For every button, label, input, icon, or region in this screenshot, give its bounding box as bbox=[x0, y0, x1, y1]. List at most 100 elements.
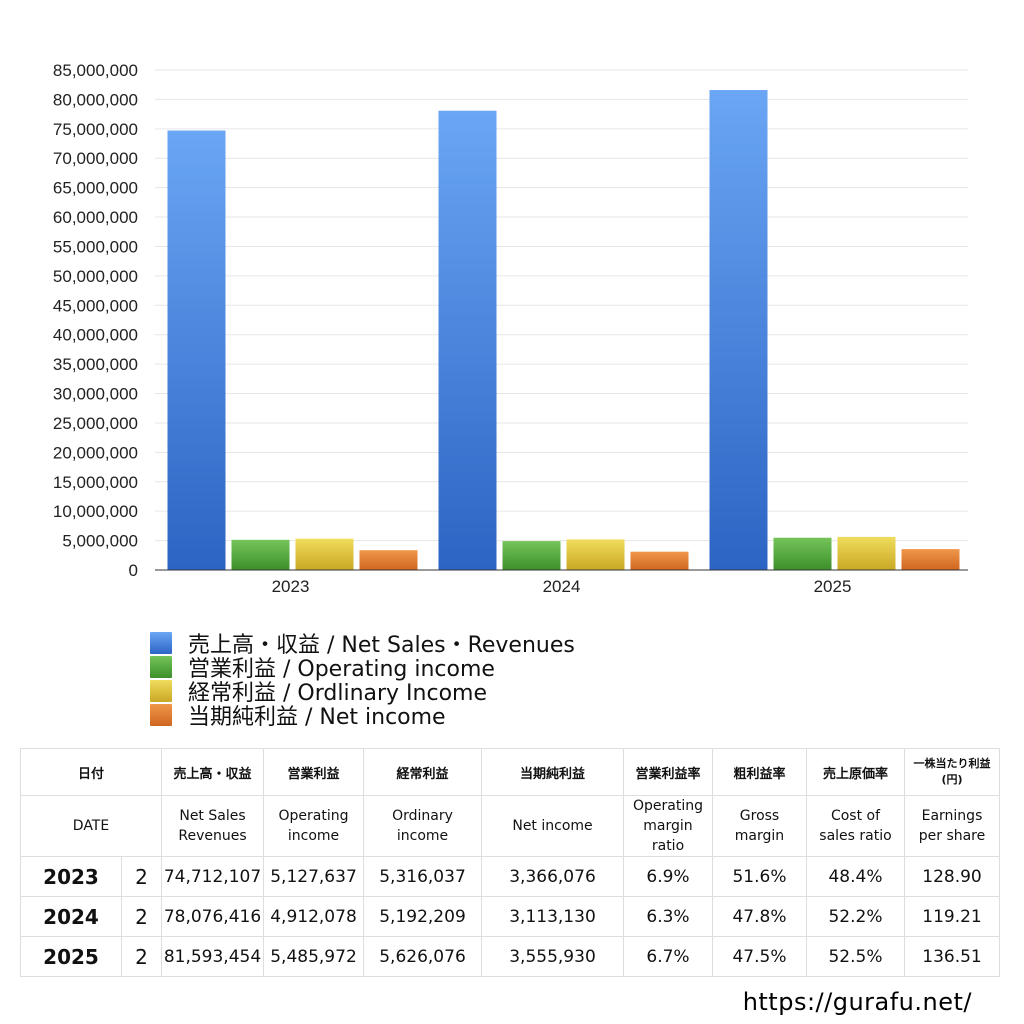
header-gross-en: Gross margin bbox=[712, 795, 807, 857]
header-sales-en: Net Sales Revenues bbox=[161, 795, 264, 857]
y-tick-label: 45,000,000 bbox=[53, 296, 138, 315]
row-eps: 128.90 bbox=[904, 856, 1000, 897]
header-op-margin-en-line2: margin bbox=[643, 818, 693, 834]
y-tick-label: 10,000,000 bbox=[53, 502, 138, 521]
header-op-margin-en-line1: Operating bbox=[633, 798, 703, 814]
bar-2025-series-2 bbox=[837, 536, 896, 570]
row-cost: 48.4% bbox=[806, 856, 905, 897]
header-gross-en-line2: margin bbox=[734, 828, 785, 844]
x-tick-label: 2023 bbox=[272, 577, 310, 596]
row-quarter: 2 bbox=[121, 896, 162, 937]
row-op-margin: 6.7% bbox=[623, 936, 713, 977]
legend: 売上高・収益 / Net Sales・Revenues 営業利益 / Opera… bbox=[150, 631, 575, 730]
header-eps-en-line2: per share bbox=[918, 828, 986, 844]
legend-swatch-ordinary bbox=[150, 680, 172, 702]
legend-label-operating: 営業利益 / Operating income bbox=[188, 657, 495, 682]
header-date-en-line1: DATE bbox=[72, 818, 110, 834]
header-gross-jp: 粗利益率 bbox=[712, 748, 807, 796]
header-ordinary-jp: 経常利益 bbox=[363, 748, 482, 796]
row-operating: 5,127,637 bbox=[263, 856, 364, 897]
row-op-margin: 6.3% bbox=[623, 896, 713, 937]
y-tick-label: 25,000,000 bbox=[53, 414, 138, 433]
bars bbox=[167, 90, 960, 571]
table-row: 2024 2 78,076,416 4,912,078 5,192,209 3,… bbox=[20, 896, 1000, 937]
header-date-jp: 日付 bbox=[20, 748, 162, 796]
header-cost-en-line2: sales ratio bbox=[819, 828, 892, 844]
row-quarter: 2 bbox=[121, 936, 162, 977]
legend-swatch-sales bbox=[150, 632, 172, 654]
x-tick-label: 2024 bbox=[543, 577, 581, 596]
legend-label-sales: 売上高・収益 / Net Sales・Revenues bbox=[188, 633, 575, 658]
y-tick-label: 0 bbox=[129, 561, 138, 580]
legend-item-net: 当期純利益 / Net income bbox=[150, 703, 575, 730]
legend-label-net: 当期純利益 / Net income bbox=[188, 705, 446, 730]
y-tick-label: 80,000,000 bbox=[53, 90, 138, 109]
row-operating: 5,485,972 bbox=[263, 936, 364, 977]
row-gross: 51.6% bbox=[712, 856, 807, 897]
bar-2023-series-1 bbox=[231, 539, 290, 570]
row-quarter: 2 bbox=[121, 856, 162, 897]
row-ordinary: 5,316,037 bbox=[363, 856, 482, 897]
bar-2024-series-0 bbox=[438, 110, 497, 571]
legend-swatch-operating bbox=[150, 656, 172, 678]
legend-item-ordinary: 経常利益 / Ordlinary Income bbox=[150, 679, 575, 706]
x-tick-label: 2025 bbox=[814, 577, 852, 596]
bar-2023-series-3 bbox=[359, 550, 418, 570]
row-cost: 52.5% bbox=[806, 936, 905, 977]
bar-2024-series-2 bbox=[566, 539, 625, 570]
legend-item-sales: 売上高・収益 / Net Sales・Revenues bbox=[150, 631, 575, 658]
header-sales-jp: 売上高・収益 bbox=[161, 748, 264, 796]
y-tick-label: 5,000,000 bbox=[62, 532, 138, 551]
header-net-en-line1: Net income bbox=[512, 818, 593, 834]
table-row: 2025 2 81,593,454 5,485,972 5,626,076 3,… bbox=[20, 936, 1000, 977]
bar-2025-series-0 bbox=[709, 90, 768, 570]
bar-2024-series-3 bbox=[630, 551, 689, 570]
y-tick-label: 60,000,000 bbox=[53, 208, 138, 227]
legend-item-operating: 営業利益 / Operating income bbox=[150, 655, 575, 682]
header-operating-jp: 営業利益 bbox=[263, 748, 364, 796]
header-net-en: Net income bbox=[481, 795, 624, 857]
row-sales: 74,712,107 bbox=[161, 856, 264, 897]
bar-2023-series-0 bbox=[167, 130, 226, 570]
y-tick-label: 20,000,000 bbox=[53, 443, 138, 462]
table-header-en: DATE Net Sales Revenues Operating income O… bbox=[20, 795, 1000, 857]
row-eps: 119.21 bbox=[904, 896, 1000, 937]
y-tick-label: 75,000,000 bbox=[53, 120, 138, 139]
row-net: 3,555,930 bbox=[481, 936, 624, 977]
header-eps-en-line1: Earnings bbox=[921, 808, 983, 824]
bar-2025-series-3 bbox=[901, 549, 960, 570]
header-cost-en-line1: Cost of bbox=[830, 808, 881, 824]
bar-2024-series-1 bbox=[502, 541, 561, 570]
row-year: 2025 bbox=[20, 936, 122, 977]
header-date-en: DATE bbox=[20, 795, 162, 857]
y-tick-label: 35,000,000 bbox=[53, 355, 138, 374]
header-ordinary-en-line2: income bbox=[396, 828, 449, 844]
y-axis-ticks: 0 5,000,000 10,000,000 15,000,000 20,000,000… bbox=[53, 61, 138, 580]
header-operating-en-line2: income bbox=[287, 828, 340, 844]
header-net-jp: 当期純利益 bbox=[481, 748, 624, 796]
legend-label-ordinary: 経常利益 / Ordlinary Income bbox=[188, 681, 487, 706]
header-sales-en-line1: Net Sales bbox=[179, 808, 246, 824]
header-eps-en: Earnings per share bbox=[904, 795, 1000, 857]
row-year: 2024 bbox=[20, 896, 122, 937]
bar-chart: 0 5,000,000 10,000,000 15,000,000 20,000,000… bbox=[53, 61, 968, 596]
table-row: 2023 2 74,712,107 5,127,637 5,316,037 3,… bbox=[20, 856, 1000, 897]
row-sales: 81,593,454 bbox=[161, 936, 264, 977]
row-net: 3,113,130 bbox=[481, 896, 624, 937]
row-cost: 52.2% bbox=[806, 896, 905, 937]
y-tick-label: 65,000,000 bbox=[53, 179, 138, 198]
x-axis-ticks: 2023 2024 2025 bbox=[272, 577, 852, 596]
row-op-margin: 6.9% bbox=[623, 856, 713, 897]
row-year: 2023 bbox=[20, 856, 122, 897]
header-sales-en-line2: Revenues bbox=[178, 828, 247, 844]
row-ordinary: 5,192,209 bbox=[363, 896, 482, 937]
row-net: 3,366,076 bbox=[481, 856, 624, 897]
grid-lines bbox=[155, 69, 968, 542]
y-tick-label: 50,000,000 bbox=[53, 267, 138, 286]
bar-2023-series-2 bbox=[295, 538, 354, 570]
header-ordinary-en-line1: Ordinary bbox=[392, 808, 453, 824]
y-tick-label: 40,000,000 bbox=[53, 326, 138, 345]
row-ordinary: 5,626,076 bbox=[363, 936, 482, 977]
legend-swatch-net bbox=[150, 704, 172, 726]
y-tick-label: 70,000,000 bbox=[53, 149, 138, 168]
